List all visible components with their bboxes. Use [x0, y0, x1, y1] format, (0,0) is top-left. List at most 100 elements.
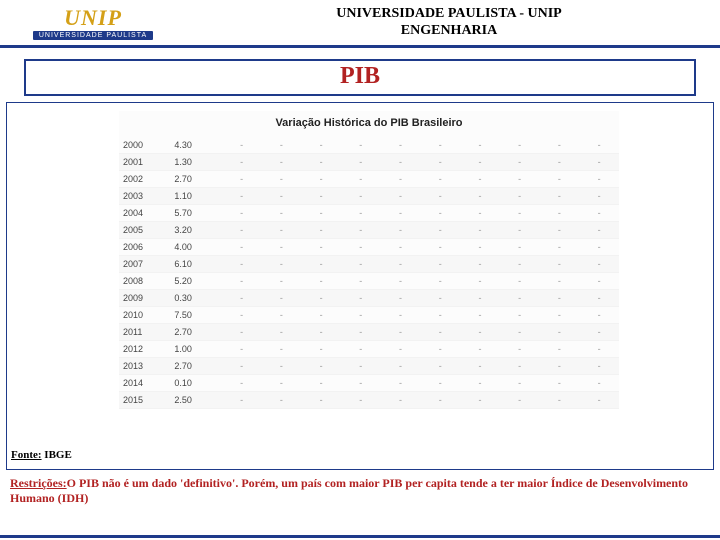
cell-dash: -	[500, 392, 540, 409]
cell-dash: -	[500, 188, 540, 205]
cell-dash: -	[500, 205, 540, 222]
cell-dash: -	[460, 358, 500, 375]
cell-dash: -	[579, 307, 619, 324]
cell-dash: -	[579, 375, 619, 392]
cell-dash: -	[301, 375, 341, 392]
logo: UNIP UNIVERSIDADE PAULISTA	[0, 0, 178, 47]
cell-value: 6.10	[170, 256, 221, 273]
cell-year: 2003	[119, 188, 170, 205]
cell-dash: -	[540, 154, 580, 171]
cell-dash: -	[262, 256, 302, 273]
cell-year: 2005	[119, 222, 170, 239]
cell-dash: -	[420, 307, 460, 324]
cell-dash: -	[262, 137, 302, 154]
table-row: 20140.10----------	[119, 375, 619, 392]
cell-dash: -	[579, 324, 619, 341]
cell-dash: -	[341, 307, 381, 324]
cell-dash: -	[381, 290, 421, 307]
cell-dash: -	[579, 290, 619, 307]
cell-value: 2.70	[170, 358, 221, 375]
cell-dash: -	[381, 392, 421, 409]
cell-dash: -	[341, 375, 381, 392]
table-row: 20053.20----------	[119, 222, 619, 239]
cell-dash: -	[262, 239, 302, 256]
cell-dash: -	[500, 375, 540, 392]
cell-dash: -	[579, 171, 619, 188]
cell-dash: -	[381, 256, 421, 273]
cell-dash: -	[262, 375, 302, 392]
cell-dash: -	[341, 239, 381, 256]
cell-dash: -	[500, 239, 540, 256]
cell-dash: -	[540, 324, 580, 341]
cell-dash: -	[262, 324, 302, 341]
cell-dash: -	[579, 154, 619, 171]
table-row: 20011.30----------	[119, 154, 619, 171]
footer-label: Restrições:	[10, 476, 67, 490]
cell-dash: -	[222, 256, 262, 273]
cell-dash: -	[262, 154, 302, 171]
cell-dash: -	[262, 392, 302, 409]
cell-dash: -	[540, 239, 580, 256]
cell-dash: -	[460, 307, 500, 324]
cell-dash: -	[460, 154, 500, 171]
cell-dash: -	[341, 290, 381, 307]
cell-dash: -	[460, 324, 500, 341]
cell-dash: -	[222, 222, 262, 239]
cell-dash: -	[222, 375, 262, 392]
cell-dash: -	[381, 205, 421, 222]
cell-dash: -	[500, 290, 540, 307]
cell-year: 2013	[119, 358, 170, 375]
cell-dash: -	[460, 341, 500, 358]
table-row: 20064.00----------	[119, 239, 619, 256]
cell-dash: -	[500, 171, 540, 188]
cell-dash: -	[540, 392, 580, 409]
cell-value: 4.00	[170, 239, 221, 256]
cell-dash: -	[301, 392, 341, 409]
cell-value: 2.50	[170, 392, 221, 409]
table-row: 20152.50----------	[119, 392, 619, 409]
cell-dash: -	[579, 358, 619, 375]
cell-dash: -	[381, 222, 421, 239]
footer-note: Restrições:O PIB não é um dado 'definiti…	[0, 470, 720, 506]
cell-dash: -	[341, 392, 381, 409]
cell-dash: -	[460, 171, 500, 188]
cell-year: 2007	[119, 256, 170, 273]
table-title: Variação Histórica do PIB Brasileiro	[119, 111, 619, 137]
cell-dash: -	[341, 273, 381, 290]
cell-dash: -	[420, 239, 460, 256]
cell-value: 2.70	[170, 171, 221, 188]
cell-year: 2001	[119, 154, 170, 171]
cell-dash: -	[500, 273, 540, 290]
cell-dash: -	[262, 188, 302, 205]
pib-table: 20004.30----------20011.30----------2002…	[119, 137, 619, 409]
cell-dash: -	[381, 324, 421, 341]
cell-dash: -	[222, 205, 262, 222]
cell-dash: -	[262, 358, 302, 375]
cell-dash: -	[420, 154, 460, 171]
cell-dash: -	[301, 273, 341, 290]
cell-dash: -	[540, 290, 580, 307]
cell-dash: -	[381, 239, 421, 256]
cell-year: 2012	[119, 341, 170, 358]
cell-dash: -	[301, 290, 341, 307]
cell-dash: -	[341, 222, 381, 239]
cell-dash: -	[381, 375, 421, 392]
header: UNIP UNIVERSIDADE PAULISTA UNIVERSIDADE …	[0, 0, 720, 48]
cell-dash: -	[222, 358, 262, 375]
cell-dash: -	[460, 375, 500, 392]
cell-dash: -	[579, 222, 619, 239]
cell-dash: -	[381, 358, 421, 375]
cell-dash: -	[222, 392, 262, 409]
table-row: 20031.10----------	[119, 188, 619, 205]
cell-dash: -	[301, 205, 341, 222]
cell-dash: -	[420, 222, 460, 239]
cell-dash: -	[420, 256, 460, 273]
footer-text: O PIB não é um dado 'definitivo'. Porém,…	[10, 476, 688, 505]
cell-year: 2011	[119, 324, 170, 341]
cell-dash: -	[540, 375, 580, 392]
logo-main-text: UNIP	[64, 5, 122, 31]
cell-dash: -	[500, 154, 540, 171]
cell-dash: -	[579, 256, 619, 273]
cell-dash: -	[301, 154, 341, 171]
cell-dash: -	[341, 256, 381, 273]
